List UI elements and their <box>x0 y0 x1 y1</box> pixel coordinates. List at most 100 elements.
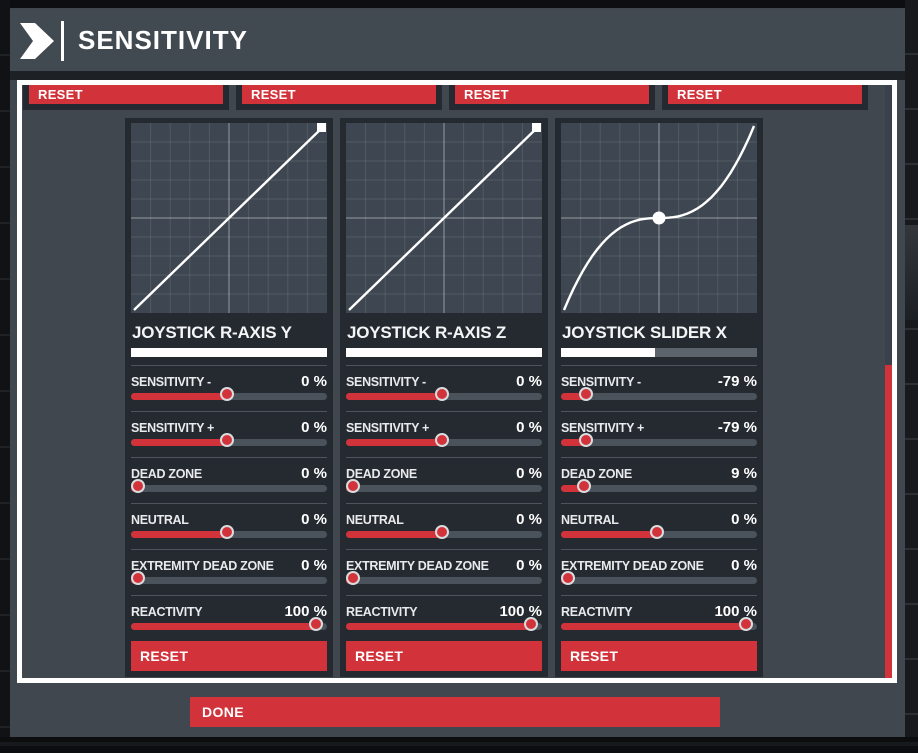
slider-area: SENSITIVITY -0 % SENSITIVITY +0 % DEAD ZON… <box>340 365 548 641</box>
slider-value: -79 % <box>717 419 757 436</box>
slider-track[interactable] <box>561 387 757 401</box>
slider-row-head: SENSITIVITY + 0 % <box>346 419 542 436</box>
background-line <box>0 742 918 746</box>
slider-track[interactable] <box>345 571 542 585</box>
axis-panel: JOYSTICK R-AXIS Y SENSITIVITY -0 % SENSITI… <box>125 118 333 677</box>
slider-track[interactable] <box>561 617 757 631</box>
reset-button[interactable]: RESET <box>455 85 649 104</box>
slider-fill <box>561 623 748 630</box>
slider-value: 0 % <box>301 557 327 574</box>
slider-track[interactable] <box>130 571 327 585</box>
slider-track[interactable] <box>346 387 542 401</box>
axis-panel: JOYSTICK SLIDER X SENSITIVITY - -79 % SENSI… <box>555 118 763 677</box>
slider-track[interactable] <box>561 479 757 493</box>
slider-row-head: DEAD ZONE 9 % <box>561 465 757 482</box>
slider-value: 0 % <box>301 373 327 390</box>
slider-value: 100 % <box>284 603 327 620</box>
sensitivity-dialog: SENSITIVITY RESET RESET RESET RESET JOYSTICK… <box>10 8 905 737</box>
slider-handle[interactable] <box>576 479 591 493</box>
slider-row-head: SENSITIVITY + 0 % <box>131 419 327 436</box>
slider-value: 100 % <box>499 603 542 620</box>
slider-value: 9 % <box>731 465 757 482</box>
slider-handle[interactable] <box>345 479 360 493</box>
slider-row: NEUTRAL 0 % <box>131 503 327 549</box>
panel-reset-button[interactable]: RESET <box>131 641 327 671</box>
slider-track[interactable] <box>346 617 542 631</box>
scrollbar-thumb[interactable] <box>885 365 892 678</box>
axis-panel: JOYSTICK R-AXIS Z SENSITIVITY -0 % SENSITI… <box>340 118 548 677</box>
slider-value: 0 % <box>301 419 327 436</box>
slider-handle[interactable] <box>579 433 594 447</box>
slider-label: NEUTRAL <box>131 513 189 527</box>
slider-fill <box>131 439 229 446</box>
slider-label: SENSITIVITY + <box>346 421 430 435</box>
slider-handle[interactable] <box>738 617 753 631</box>
slider-handle[interactable] <box>434 525 449 539</box>
input-marker-icon <box>317 123 326 132</box>
slider-track[interactable] <box>131 617 327 631</box>
slider-row-head: SENSITIVITY - 0 % <box>346 373 542 390</box>
slider-track[interactable] <box>130 479 327 493</box>
slider-track[interactable] <box>346 433 542 447</box>
slider-row-head: REACTIVITY 100 % <box>346 603 542 620</box>
slider-handle[interactable] <box>523 617 538 631</box>
slider-row-head: SENSITIVITY - 0 % <box>131 373 327 390</box>
background-left-strip <box>0 0 10 753</box>
slider-track[interactable] <box>131 387 327 401</box>
response-curve-graph <box>561 123 757 313</box>
reset-button[interactable]: RESET <box>668 85 862 104</box>
slider-handle[interactable] <box>308 617 323 631</box>
slider-label: REACTIVITY <box>561 605 633 619</box>
slider-track[interactable] <box>561 525 757 539</box>
slider-handle[interactable] <box>560 571 575 585</box>
slider-value: 100 % <box>714 603 757 620</box>
slider-row: EXTREMITY DEAD ZONE 0 % <box>345 549 542 595</box>
slider-value: 0 % <box>516 373 542 390</box>
slider-value: -79 % <box>717 373 757 390</box>
axis-title: JOYSTICK R-AXIS Y <box>132 323 292 342</box>
slider-row-head: NEUTRAL 0 % <box>131 511 327 528</box>
slider-track[interactable] <box>345 479 542 493</box>
axis-panel-stub: RESET <box>236 85 442 110</box>
slider-row-head: EXTREMITY DEAD ZONE 0 % <box>346 557 542 574</box>
slider-track[interactable] <box>560 571 757 585</box>
slider-label: REACTIVITY <box>346 605 418 619</box>
slider-handle[interactable] <box>219 387 234 401</box>
response-curve-graph <box>131 123 327 313</box>
slider-row: SENSITIVITY - 0 % <box>131 365 327 411</box>
settings-board: RESET RESET RESET RESET JOYSTICK R-AXIS Y SEN… <box>17 80 897 683</box>
slider-handle[interactable] <box>130 479 145 493</box>
settings-viewport: RESET RESET RESET RESET JOYSTICK R-AXIS Y SEN… <box>22 85 892 678</box>
panel-reset-button[interactable]: RESET <box>561 641 757 671</box>
slider-label: REACTIVITY <box>131 605 203 619</box>
slider-value: 0 % <box>516 511 542 528</box>
slider-handle[interactable] <box>649 525 664 539</box>
slider-fill <box>561 485 587 492</box>
slider-handle[interactable] <box>219 433 234 447</box>
slider-track[interactable] <box>131 525 327 539</box>
slider-fill <box>561 439 589 446</box>
slider-label: SENSITIVITY - <box>346 375 426 389</box>
slider-track[interactable] <box>561 433 757 447</box>
slider-track[interactable] <box>346 525 542 539</box>
slider-row: DEAD ZONE 0 % <box>130 457 327 503</box>
slider-handle[interactable] <box>345 571 360 585</box>
slider-fill <box>346 393 444 400</box>
slider-handle[interactable] <box>434 433 449 447</box>
scrollbar-track[interactable] <box>885 85 892 678</box>
slider-track[interactable] <box>131 433 327 447</box>
slider-handle[interactable] <box>434 387 449 401</box>
slider-row: EXTREMITY DEAD ZONE 0 % <box>130 549 327 595</box>
slider-row: SENSITIVITY - -79 % <box>561 365 757 411</box>
background-block <box>905 225 918 320</box>
panel-reset-button[interactable]: RESET <box>346 641 542 671</box>
slider-handle[interactable] <box>219 525 234 539</box>
slider-row: REACTIVITY 100 % <box>131 595 327 641</box>
slider-handle[interactable] <box>130 571 145 585</box>
input-position-bar <box>131 348 327 357</box>
done-button[interactable]: DONE <box>190 697 720 727</box>
slider-row: REACTIVITY 100 % <box>561 595 757 641</box>
slider-handle[interactable] <box>579 387 594 401</box>
reset-button[interactable]: RESET <box>29 85 223 104</box>
reset-button[interactable]: RESET <box>242 85 436 104</box>
